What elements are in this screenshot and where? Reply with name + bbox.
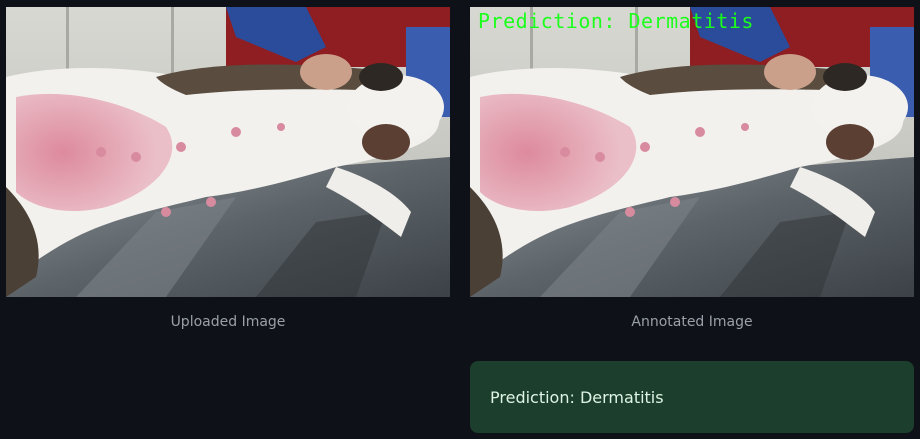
annotated-image: Prediction: Dermatitis — [470, 7, 914, 297]
annotated-image-caption: Annotated Image — [631, 314, 753, 330]
prediction-result-alert: Prediction: Dermatitis — [470, 361, 914, 433]
prediction-overlay-text: Prediction: Dermatitis — [478, 9, 754, 33]
dog-photo-illustration — [470, 7, 914, 297]
annotated-image-panel: Prediction: Dermatitis Annotated Image — [470, 7, 914, 330]
uploaded-image-panel: Uploaded Image — [6, 7, 450, 330]
prediction-result-text: Prediction: Dermatitis — [490, 387, 664, 407]
uploaded-image-caption: Uploaded Image — [170, 314, 286, 330]
uploaded-image — [6, 7, 450, 297]
dog-photo-illustration — [6, 7, 450, 297]
